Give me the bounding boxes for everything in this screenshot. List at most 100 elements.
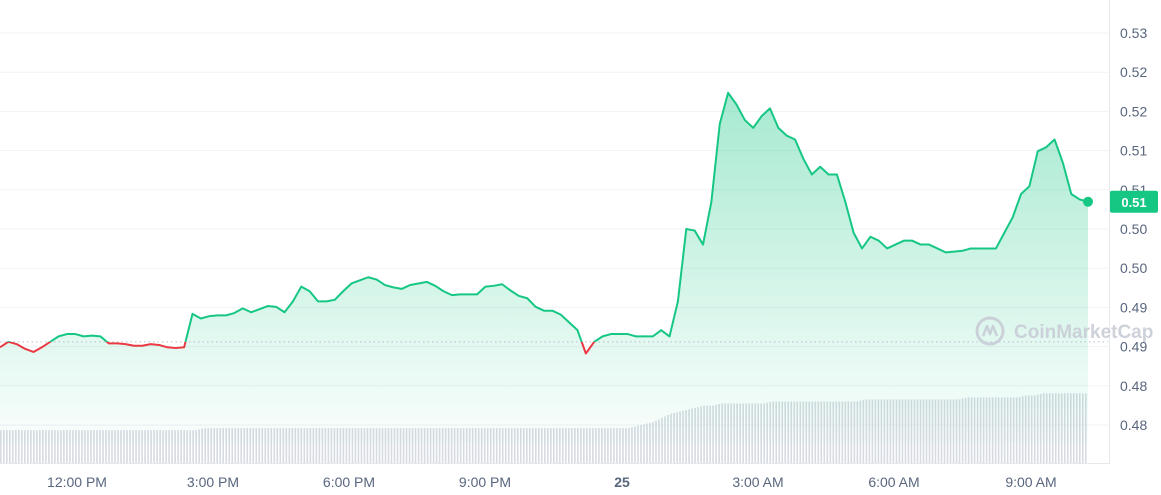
- volume-bar: [510, 428, 513, 463]
- volume-bar: [153, 430, 155, 463]
- volume-bar: [54, 430, 56, 463]
- volume-bar: [264, 428, 267, 463]
- volume-bar: [189, 430, 191, 463]
- volume-bar: [198, 429, 200, 463]
- volume-bar: [432, 428, 435, 463]
- volume-bar: [583, 428, 585, 463]
- volume-bar: [444, 428, 447, 463]
- volume-bar: [99, 430, 101, 463]
- volume-bar: [480, 428, 483, 463]
- volume-bar: [525, 428, 528, 463]
- volume-bar: [610, 428, 612, 463]
- volume-bar: [396, 428, 399, 463]
- volume-bar: [42, 430, 44, 463]
- volume-bar: [165, 430, 167, 463]
- volume-bar: [537, 428, 540, 463]
- volume-bar: [39, 430, 41, 463]
- volume-bar: [553, 428, 555, 463]
- volume-bar: [108, 430, 110, 463]
- volume-bar: [228, 428, 231, 463]
- volume-bar: [21, 430, 23, 463]
- volume-bar: [547, 428, 549, 463]
- volume-bar: [420, 428, 423, 463]
- volume-bar: [285, 428, 288, 463]
- volume-bar: [465, 428, 468, 463]
- volume-bar: [387, 428, 390, 463]
- price-area-fill: [0, 92, 1088, 443]
- volume-bar: [565, 428, 567, 463]
- volume-bar: [216, 428, 218, 463]
- volume-bar: [435, 428, 438, 463]
- volume-bar: [9, 430, 11, 463]
- y-tick-label: 0.48: [1120, 417, 1147, 433]
- volume-bar: [252, 428, 255, 463]
- volume-bar: [643, 424, 645, 463]
- volume-bar: [225, 428, 228, 463]
- volume-bar: [366, 428, 369, 463]
- volume-bar: [348, 428, 351, 463]
- volume-bar: [504, 428, 507, 463]
- volume-bar: [405, 428, 408, 463]
- volume-bar: [159, 430, 161, 463]
- volume-bar: [150, 430, 152, 463]
- volume-bar: [207, 428, 209, 463]
- volume-bar: [141, 430, 143, 463]
- volume-bar: [559, 428, 561, 463]
- volume-bar: [327, 428, 330, 463]
- volume-bar: [372, 428, 375, 463]
- volume-bar: [516, 428, 519, 463]
- volume-bar: [324, 428, 327, 463]
- y-tick-label: 0.51: [1120, 143, 1147, 159]
- volume-bar: [637, 425, 639, 463]
- volume-bar: [156, 430, 158, 463]
- volume-bar: [354, 428, 357, 463]
- x-tick-label: 9:00 PM: [459, 474, 511, 490]
- volume-bar: [390, 428, 393, 463]
- volume-bar: [282, 428, 285, 463]
- volume-bar: [402, 428, 405, 463]
- volume-bar: [483, 428, 486, 463]
- volume-bar: [408, 428, 411, 463]
- volume-bar: [267, 428, 270, 463]
- y-tick-label: 0.50: [1120, 260, 1147, 276]
- volume-bar: [87, 430, 89, 463]
- volume-bar: [312, 428, 315, 463]
- volume-bar: [450, 428, 453, 463]
- volume-bar: [580, 428, 582, 463]
- volume-bar: [414, 428, 417, 463]
- volume-bar: [117, 430, 119, 463]
- volume-bar: [138, 430, 140, 463]
- volume-bar: [123, 430, 125, 463]
- volume-bar: [462, 428, 465, 463]
- volume-bar: [96, 430, 98, 463]
- volume-bar: [90, 430, 92, 463]
- volume-bar: [12, 430, 14, 463]
- volume-bar: [619, 428, 621, 463]
- volume-bar: [357, 428, 360, 463]
- volume-bar: [519, 428, 522, 463]
- volume-bar: [492, 428, 495, 463]
- volume-bar: [562, 428, 564, 463]
- volume-bar: [468, 428, 471, 463]
- volume-bar: [276, 428, 279, 463]
- volume-bar: [57, 430, 59, 463]
- volume-bar: [381, 428, 384, 463]
- volume-bar: [204, 428, 206, 463]
- volume-bar: [399, 428, 402, 463]
- volume-bar: [474, 428, 477, 463]
- volume-bar: [186, 430, 188, 463]
- volume-bar: [498, 428, 501, 463]
- volume-bar: [171, 430, 173, 463]
- volume-bar: [589, 428, 591, 463]
- coinmarketcap-logo-icon: [975, 316, 1005, 346]
- x-tick-label: 6:00 AM: [868, 474, 919, 490]
- volume-bar: [129, 430, 131, 463]
- volume-bar: [147, 430, 149, 463]
- volume-bar: [162, 430, 164, 463]
- x-tick-label: 3:00 PM: [187, 474, 239, 490]
- volume-bar: [174, 430, 176, 463]
- volume-bar: [81, 430, 83, 463]
- volume-bar: [574, 428, 576, 463]
- volume-bar: [540, 428, 543, 463]
